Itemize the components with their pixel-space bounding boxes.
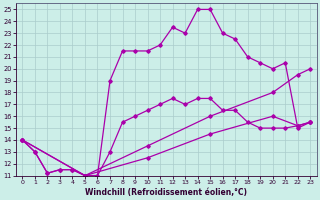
X-axis label: Windchill (Refroidissement éolien,°C): Windchill (Refroidissement éolien,°C)	[85, 188, 247, 197]
